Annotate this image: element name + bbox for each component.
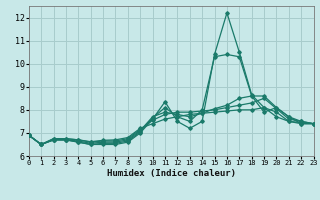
X-axis label: Humidex (Indice chaleur): Humidex (Indice chaleur) (107, 169, 236, 178)
